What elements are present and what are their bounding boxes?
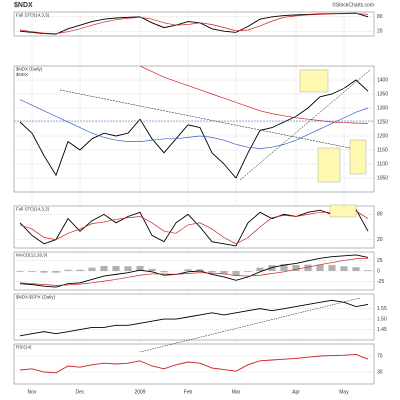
series-line [19,353,369,374]
x-tick-label: 2009 [134,389,145,395]
plot [16,254,372,288]
series-line [19,99,369,149]
series-line [139,66,369,124]
legend-entry: $NDX [16,72,28,77]
plot [19,299,369,337]
histogram-bar [208,271,216,273]
panel-frame [13,293,375,341]
y-tick-label: 1.50 [377,316,387,322]
x-tick-label: Nov [28,389,37,395]
y-tick-label: 1250 [377,119,388,125]
panel-title: Full STO(14,3,3) [16,13,50,18]
histogram-bar [364,270,372,271]
trendline [139,297,361,353]
histogram-bar [340,266,348,271]
histogram-bar [184,269,192,271]
y-tick-label: 0 [377,268,380,274]
histogram-bar [196,269,204,271]
histogram-bar [112,265,120,271]
x-tick-label: Feb [184,389,193,395]
y-tick-label: 30 [377,369,383,375]
plot [19,208,369,247]
x-tick-label: Mar [232,389,241,395]
y-tick-label: -25 [377,279,384,285]
annotation-box [317,147,341,183]
panel-title: $NDX (Daily) [16,67,43,72]
series-line [19,13,369,34]
panel-title: MACD(12,26,9) [16,253,48,258]
histogram-bar [160,271,168,273]
series-line [19,79,369,179]
histogram-bar [232,271,240,276]
histogram-bar [220,271,228,274]
histogram-bar [352,267,360,271]
y-tick-label: 1.45 [377,327,387,333]
series-line [19,254,369,288]
histogram-bar [76,269,84,271]
y-tick-label: 80 [377,14,383,20]
series-line [19,257,369,286]
y-tick-label: 1200 [377,133,388,139]
histogram-bar [328,265,336,271]
histogram-bar [40,271,48,273]
series-line [19,299,369,337]
histogram-bar [136,265,144,271]
y-tick-label: 1350 [377,91,388,97]
panel-frame [13,343,375,385]
x-tick-label: May [339,389,349,395]
panel-title: Full STO(14,3,3) [16,207,50,212]
x-tick-label: Apr [292,389,300,395]
histogram-bar [244,271,252,272]
histogram-bar [148,268,156,271]
plot [19,353,369,374]
series-line [19,210,369,245]
y-tick-label: 1150 [377,147,388,153]
trendline [239,69,371,181]
series-line [19,208,369,247]
y-tick-label: 1400 [377,77,388,83]
histogram-bar [292,265,300,271]
histogram-bar [52,271,60,273]
y-tick-label: 1300 [377,105,388,111]
histogram-bar [256,267,264,271]
histogram-bar [280,264,288,271]
panel-frame [13,11,375,37]
histogram-bar [316,264,324,271]
credit: ©StockCharts.com [332,1,374,8]
histogram-bar [88,267,96,271]
symbol: $NDX [14,2,33,9]
histogram-bar [16,271,24,272]
histogram-bar [28,271,36,272]
y-tick-label: 20 [377,237,383,243]
y-tick-label: 80 [377,212,383,218]
y-tick-label: 25 [377,258,383,264]
y-tick-label: 70 [377,353,383,359]
histogram-bar [304,264,312,271]
y-tick-label: 1050 [377,175,388,181]
series-line [19,12,369,35]
panel-title: RSI(14) [16,345,32,350]
histogram-bar [64,269,72,271]
panel-title: $NDX:$SPX (Daily) [16,295,56,300]
annotation-box [299,69,329,93]
y-tick-label: 20 [377,29,383,35]
histogram-bar [100,265,108,271]
plot [19,12,369,35]
annotation-box [349,139,367,175]
y-tick-label: 1100 [377,161,388,167]
histogram-bar [124,266,132,271]
y-tick-label: 1.55 [377,306,387,312]
annotation-box [329,204,357,218]
x-tick-label: Dec [76,389,85,395]
plot [19,66,369,179]
